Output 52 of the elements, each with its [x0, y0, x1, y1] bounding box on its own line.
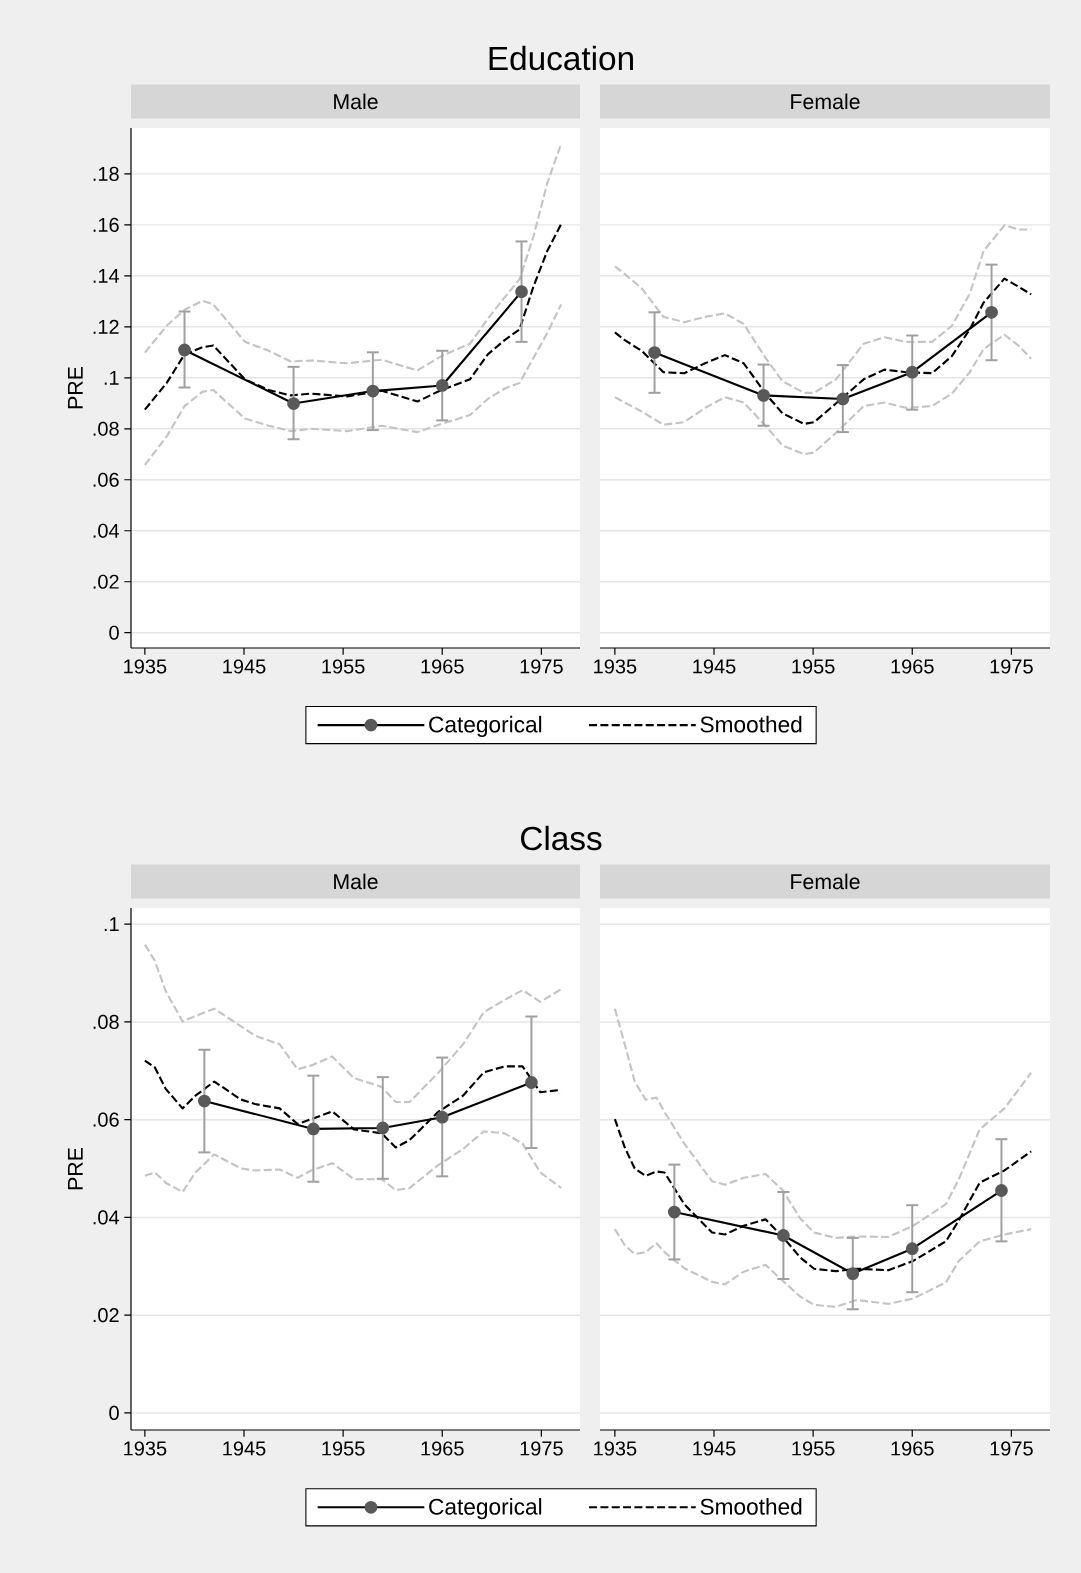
chart-subtitle: Female	[791, 93, 860, 110]
x-tick-label: 1965	[891, 1441, 934, 1456]
line-series	[143, 1130, 563, 1194]
legend-label: Smoothed	[700, 715, 802, 733]
chart-subtitle: Male	[334, 873, 378, 890]
line-series	[143, 223, 563, 411]
y-tick-label: .06	[93, 1112, 119, 1127]
y-axis-title: PRE	[67, 1148, 83, 1190]
x-tick-label: 1975	[520, 659, 563, 674]
legend-label: Categorical	[429, 715, 542, 737]
y-tick-label: .02	[93, 574, 119, 589]
x-tick-label: 1935	[594, 1441, 637, 1456]
chart-title: Education	[489, 45, 633, 71]
y-tick-label: 0	[109, 625, 119, 640]
x-tick-label: 1965	[421, 1441, 464, 1456]
x-tick-label: 1975	[990, 659, 1033, 674]
y-tick-label: .18	[93, 166, 119, 181]
line-series	[143, 303, 563, 467]
chart-subtitle: Male	[334, 93, 378, 110]
y-tick-label: .12	[93, 319, 119, 334]
chart-subtitle: Female	[791, 873, 860, 890]
y-tick-label: .08	[93, 421, 119, 436]
x-tick-label: 1945	[223, 1441, 266, 1456]
y-tick-label: .16	[93, 217, 119, 232]
y-tick-label: .04	[93, 1210, 120, 1225]
x-tick-label: 1945	[693, 1441, 736, 1456]
y-tick-label: .1	[104, 917, 119, 932]
y-tick-label: .06	[93, 472, 119, 487]
legend-label: Smoothed	[700, 1498, 802, 1515]
chart-title: Class	[521, 825, 602, 851]
x-tick-label: 1955	[792, 1441, 835, 1456]
y-tick-label: .14	[93, 268, 120, 283]
x-tick-label: 1945	[693, 659, 736, 674]
y-tick-label: 0	[109, 1405, 119, 1420]
x-tick-label: 1975	[990, 1441, 1033, 1456]
y-axis-title: PRE	[67, 366, 83, 409]
x-tick-label: 1955	[322, 1441, 365, 1456]
y-tick-label: .04	[93, 523, 120, 538]
x-tick-label: 1975	[520, 1441, 563, 1456]
x-tick-label: 1935	[594, 659, 637, 674]
x-tick-label: 1955	[792, 659, 835, 674]
x-tick-label: 1935	[124, 1441, 167, 1456]
y-tick-label: .02	[93, 1308, 119, 1323]
legend-label: Categorical	[429, 1498, 542, 1520]
x-tick-label: 1945	[223, 659, 266, 674]
y-tick-label: .1	[104, 370, 119, 385]
x-tick-label: 1935	[124, 659, 167, 674]
x-tick-label: 1965	[421, 659, 464, 674]
line-series	[143, 943, 563, 1104]
x-tick-label: 1965	[891, 659, 934, 674]
y-tick-label: .08	[93, 1014, 119, 1029]
x-tick-label: 1955	[322, 659, 365, 674]
